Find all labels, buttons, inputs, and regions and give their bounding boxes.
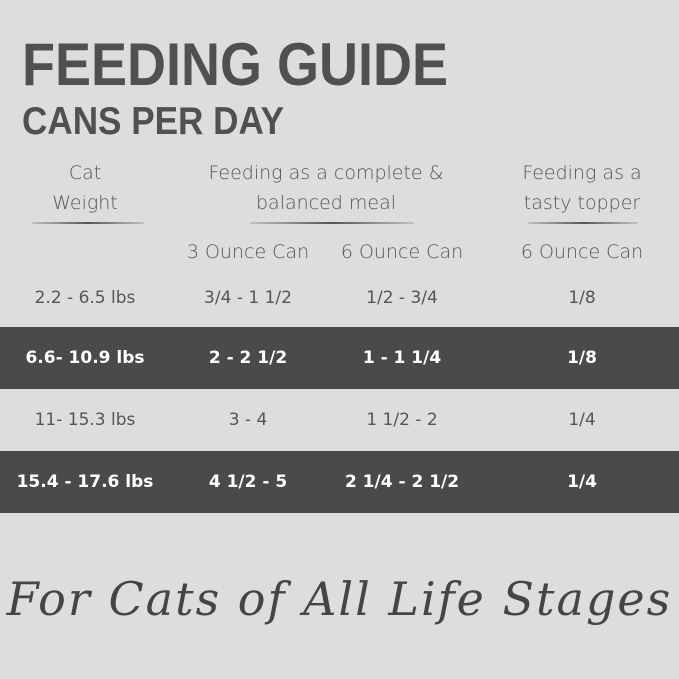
cell-oz3: 3/4 - 1 1/2 xyxy=(204,288,292,308)
divider xyxy=(32,222,144,224)
cell-oz3: 3 - 4 xyxy=(228,410,268,430)
subheader-6oz: 6 Ounce Can xyxy=(340,241,464,263)
table-row: 11- 15.3 lbs 3 - 4 1 1/2 - 2 1/4 xyxy=(0,389,679,451)
header-complete-meal: Feeding as a complete & balanced meal xyxy=(176,158,476,218)
header-cat-weight: Cat Weight xyxy=(25,158,145,218)
header-topper: Feeding as a tasty topper xyxy=(502,158,662,218)
header-line: balanced meal xyxy=(255,192,397,214)
divider xyxy=(250,222,414,224)
cell-weight: 6.6- 10.9 lbs xyxy=(25,348,145,368)
cell-oz6: 1 1/2 - 2 xyxy=(366,410,438,430)
cell-oz6: 1/2 - 3/4 xyxy=(366,288,438,308)
header-line: tasty topper xyxy=(523,192,641,214)
cell-topper: 1/4 xyxy=(568,410,596,430)
header-line: Feeding as a xyxy=(522,162,642,184)
cell-weight: 2.2 - 6.5 lbs xyxy=(34,288,136,308)
page-title: FEEDING GUIDE xyxy=(22,31,449,98)
subheader-6oz-topper: 6 Ounce Can xyxy=(520,241,644,263)
cell-oz6: 2 1/4 - 2 1/2 xyxy=(344,472,460,492)
cell-oz3: 4 1/2 - 5 xyxy=(208,472,288,492)
page-subtitle: CANS PER DAY xyxy=(22,100,285,143)
table-row: 2.2 - 6.5 lbs 3/4 - 1 1/2 1/2 - 3/4 1/8 xyxy=(0,267,679,329)
cell-oz3: 2 - 2 1/2 xyxy=(208,348,288,368)
cell-oz6: 1 - 1 1/4 xyxy=(362,348,442,368)
divider xyxy=(528,222,638,224)
header-line: Weight xyxy=(52,192,118,214)
header-line: Feeding as a complete & xyxy=(208,162,444,184)
cell-topper: 1/4 xyxy=(567,472,597,492)
header-line: Cat xyxy=(68,162,102,184)
subheader-3oz: 3 Ounce Can xyxy=(186,241,310,263)
tagline: For Cats of All Life Stages xyxy=(6,572,673,626)
cell-weight: 15.4 - 17.6 lbs xyxy=(16,472,154,492)
table-row: 15.4 - 17.6 lbs 4 1/2 - 5 2 1/4 - 2 1/2 1/4 xyxy=(0,451,679,513)
cell-weight: 11- 15.3 lbs xyxy=(34,410,136,430)
table-row: 6.6- 10.9 lbs 2 - 2 1/2 1 - 1 1/4 1/8 xyxy=(0,327,679,389)
cell-topper: 1/8 xyxy=(567,348,597,368)
cell-topper: 1/8 xyxy=(568,288,596,308)
